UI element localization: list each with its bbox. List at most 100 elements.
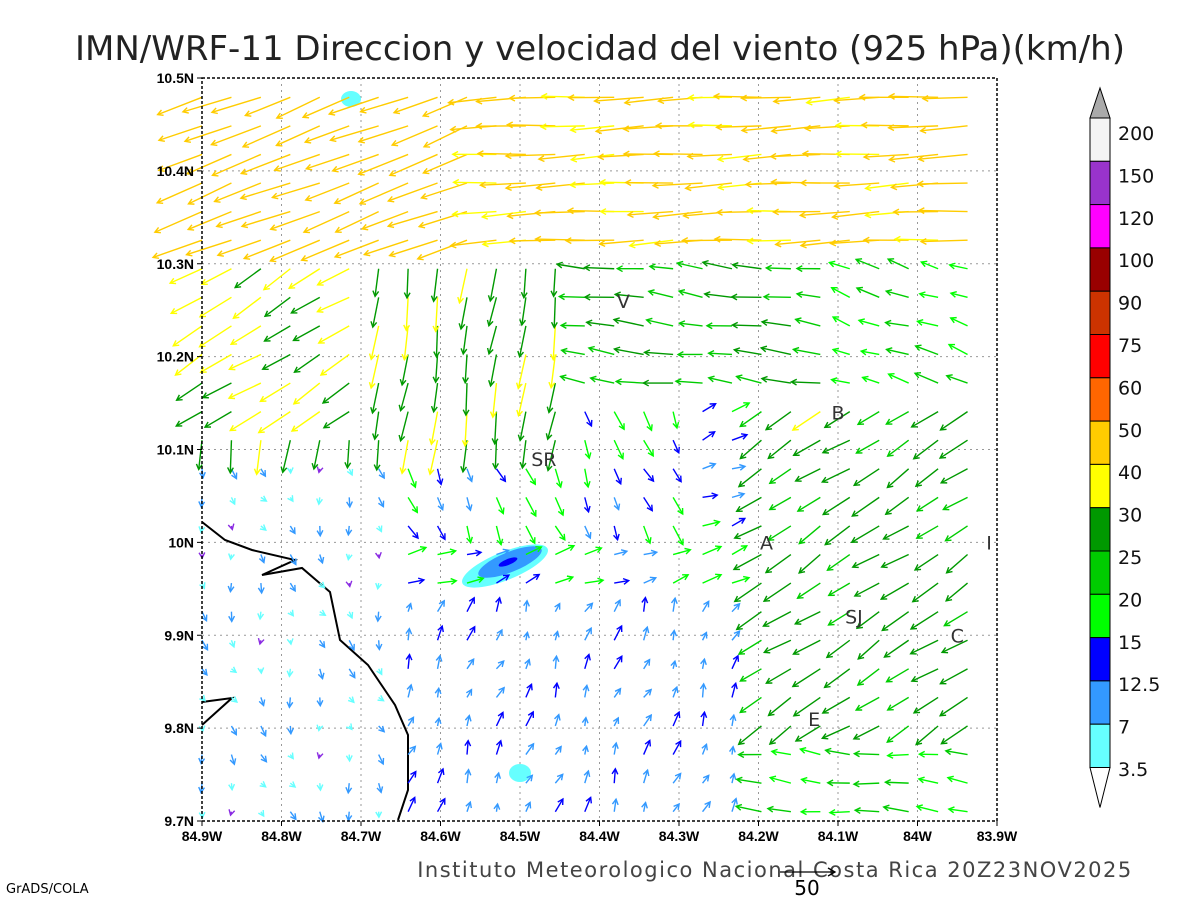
- wind-vector-shaft: [436, 798, 446, 813]
- wind-vector-head: [172, 340, 180, 347]
- wind-vector-head: [737, 480, 745, 488]
- wind-vector-head: [711, 492, 719, 500]
- wind-vector-shaft: [831, 379, 850, 384]
- wind-vector-shaft: [407, 797, 416, 813]
- wind-vector-head: [526, 682, 533, 691]
- wind-vector: [399, 354, 409, 387]
- wind-vector: [674, 378, 703, 386]
- wind-vector-shaft: [797, 582, 821, 599]
- wind-vector-head: [821, 447, 829, 454]
- wind-vector-head: [505, 121, 514, 129]
- wind-vector-shaft: [172, 325, 203, 347]
- wind-vector-shaft: [613, 525, 619, 540]
- wind-vector: [451, 150, 497, 158]
- x-tick-label: 84.8W: [261, 828, 302, 844]
- wind-vector: [554, 713, 561, 727]
- wind-vector-head: [275, 140, 283, 147]
- wind-vector-head: [733, 532, 741, 540]
- reference-vector: 50: [780, 867, 837, 900]
- x-tick-label: 84.2W: [738, 828, 779, 844]
- wind-vector-shaft: [644, 351, 674, 356]
- wind-vector-head: [740, 433, 749, 440]
- wind-vector: [584, 626, 592, 641]
- wind-vector-head: [886, 450, 894, 458]
- grid-lines: [202, 78, 997, 821]
- wind-vector: [289, 554, 297, 566]
- wind-vector-head: [329, 135, 337, 143]
- wind-vector-shaft: [270, 210, 321, 230]
- wind-vector: [701, 631, 708, 641]
- wind-vector-shaft: [916, 496, 939, 512]
- wind-vector: [858, 93, 909, 101]
- wind-vector: [311, 440, 321, 471]
- wind-vector-shaft: [348, 668, 356, 678]
- wind-vector-shaft: [941, 725, 968, 745]
- wind-vector-head: [187, 198, 195, 205]
- wind-vector-shaft: [304, 125, 350, 143]
- wind-vector: [830, 377, 850, 385]
- wind-vector: [495, 660, 505, 670]
- wind-vector-head: [670, 596, 678, 605]
- wind-vector-head: [548, 381, 556, 390]
- wind-vector-head: [912, 452, 920, 460]
- wind-vector-head: [771, 208, 780, 216]
- wind-vector: [270, 182, 320, 200]
- wind-vector: [643, 349, 674, 357]
- wind-vectors: [151, 92, 969, 823]
- wind-vector: [883, 778, 909, 786]
- wind-vector-shaft: [739, 439, 762, 460]
- wind-vector-shaft: [407, 468, 417, 488]
- wind-vector-shaft: [303, 210, 350, 233]
- wind-vector-shaft: [702, 545, 722, 556]
- wind-vector-shaft: [702, 403, 716, 413]
- wind-vector-head: [428, 438, 436, 446]
- wind-vector-head: [316, 530, 324, 538]
- wind-vector-shaft: [554, 773, 564, 784]
- wind-vector: [825, 639, 851, 659]
- colorbar-label: 75: [1118, 335, 1142, 357]
- wind-vector: [495, 468, 507, 483]
- wind-vector-shaft: [509, 96, 556, 99]
- wind-vector-head: [944, 535, 952, 542]
- wind-vector-shaft: [586, 321, 615, 327]
- wind-vector-shaft: [462, 440, 468, 472]
- wind-vector-head: [410, 770, 417, 778]
- wind-vector: [452, 178, 497, 186]
- wind-vector-head: [230, 696, 239, 704]
- wind-vector-head: [211, 170, 219, 177]
- wind-vector-head: [613, 503, 621, 511]
- wind-vector: [613, 439, 624, 460]
- wind-vector-shaft: [480, 182, 526, 186]
- wind-vector-shaft: [488, 297, 498, 326]
- wind-vector: [917, 153, 968, 163]
- wind-vector-shaft: [401, 440, 409, 474]
- wind-vector-head: [195, 463, 203, 471]
- wind-vector-shaft: [613, 497, 620, 510]
- wind-vector-shaft: [584, 266, 615, 270]
- wind-vector-shaft: [488, 325, 498, 354]
- wind-vector-shaft: [554, 631, 559, 641]
- wind-vector-shaft: [584, 797, 592, 812]
- wind-vector: [729, 772, 737, 784]
- wind-vector: [794, 317, 821, 327]
- wind-vector-shaft: [517, 382, 527, 416]
- wind-vector-shaft: [466, 801, 471, 812]
- wind-vector-head: [388, 250, 396, 258]
- wind-vector-shaft: [805, 125, 850, 130]
- wind-vector-shaft: [672, 711, 680, 727]
- wind-vector-head: [893, 235, 901, 243]
- wind-vector-shaft: [701, 601, 710, 613]
- wind-vector: [293, 353, 321, 374]
- wind-vector: [407, 496, 419, 514]
- wind-vector-shaft: [322, 382, 350, 404]
- wind-vector: [791, 346, 821, 356]
- wind-vector-shaft: [229, 411, 262, 432]
- wind-vector-head: [862, 236, 870, 244]
- wind-vector-shaft: [731, 798, 737, 812]
- wind-vector: [289, 811, 297, 821]
- wind-vector: [318, 581, 326, 589]
- wind-vector-head: [316, 466, 324, 474]
- wind-vector: [910, 411, 939, 428]
- wind-vector-shaft: [495, 712, 504, 727]
- wind-vector: [345, 580, 353, 588]
